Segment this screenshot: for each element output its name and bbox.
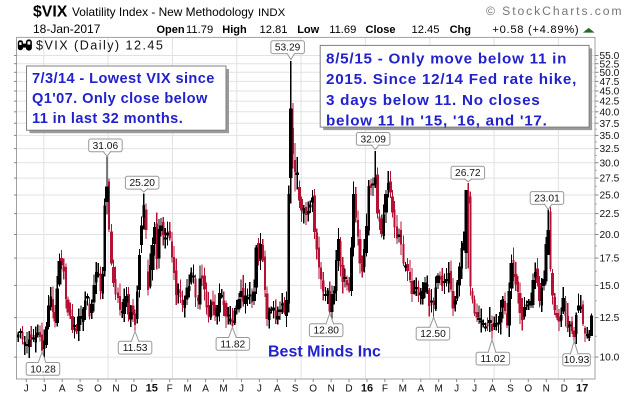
svg-text:+0.58 (+4.89%): +0.58 (+4.89%): [492, 24, 579, 36]
svg-text:35.0: 35.0: [600, 131, 620, 142]
svg-text:J: J: [257, 384, 262, 395]
svg-text:17: 17: [576, 383, 588, 395]
svg-text:D: D: [130, 384, 137, 395]
svg-text:D: D: [561, 384, 568, 395]
svg-text:2015. Since 12/14 Fed rate hik: 2015. Since 12/14 Fed rate hike,: [326, 71, 577, 88]
svg-text:26.72: 26.72: [455, 168, 481, 179]
svg-text:7/3/14 - Lowest VIX since: 7/3/14 - Lowest VIX since: [32, 71, 215, 87]
svg-text:3 days below 11. No closes: 3 days below 11. No closes: [326, 92, 541, 109]
svg-text:12.81: 12.81: [260, 24, 288, 36]
svg-text:11.02: 11.02: [481, 354, 506, 365]
svg-text:11.69: 11.69: [329, 24, 356, 36]
svg-text:10.93: 10.93: [564, 355, 590, 366]
svg-text:A: A: [274, 384, 281, 395]
svg-text:31.06: 31.06: [93, 141, 119, 152]
svg-text:J: J: [239, 384, 244, 395]
svg-text:15.0: 15.0: [600, 281, 620, 292]
svg-text:18-Jan-2017: 18-Jan-2017: [33, 22, 101, 36]
svg-text:M: M: [219, 384, 227, 395]
svg-text:$VIX (Daily) 12.45: $VIX (Daily) 12.45: [36, 38, 164, 52]
svg-text:11 in last 32 months.: 11 in last 32 months.: [32, 111, 183, 127]
svg-text:INDX: INDX: [258, 7, 286, 19]
svg-text:J: J: [42, 384, 47, 395]
svg-text:8/5/15 - Only move below 11 in: 8/5/15 - Only move below 11 in: [326, 51, 567, 68]
svg-text:Best Minds Inc: Best Minds Inc: [268, 344, 381, 361]
svg-text:27.5: 27.5: [600, 174, 620, 185]
svg-text:12.45: 12.45: [412, 24, 440, 36]
svg-text:11.53: 11.53: [123, 343, 148, 354]
svg-text:J: J: [454, 384, 459, 395]
svg-text:A: A: [202, 384, 209, 395]
svg-text:D: D: [345, 384, 352, 395]
svg-text:M: M: [184, 384, 192, 395]
svg-text:15: 15: [146, 383, 158, 395]
svg-text:N: N: [327, 384, 334, 395]
svg-text:N: N: [543, 384, 550, 395]
svg-text:40.0: 40.0: [600, 107, 620, 118]
svg-text:12.80: 12.80: [313, 326, 339, 337]
svg-text:O: O: [524, 384, 532, 395]
svg-text:22.5: 22.5: [600, 209, 620, 220]
svg-text:High: High: [222, 24, 247, 36]
svg-text:S: S: [507, 384, 514, 395]
svg-text:A: A: [417, 384, 424, 395]
svg-text:S: S: [292, 384, 299, 395]
svg-text:Volatility Index - New Methodo: Volatility Index - New Methodology: [72, 5, 254, 19]
svg-text:below 11 In '15, '16, and '17.: below 11 In '15, '16, and '17.: [326, 112, 548, 129]
svg-text:11.79: 11.79: [186, 24, 213, 36]
svg-text:32.5: 32.5: [600, 144, 620, 155]
svg-text:F: F: [167, 384, 173, 395]
svg-text:52.5: 52.5: [600, 59, 620, 70]
svg-text:$VIX: $VIX: [33, 3, 68, 20]
svg-text:12.5: 12.5: [600, 313, 620, 324]
svg-text:32.09: 32.09: [360, 134, 386, 145]
svg-text:55.0: 55.0: [600, 51, 620, 62]
svg-text:O: O: [94, 384, 102, 395]
svg-text:37.5: 37.5: [600, 119, 620, 130]
svg-text:16: 16: [361, 383, 373, 395]
svg-text:M: M: [399, 384, 407, 395]
svg-text:10.28: 10.28: [30, 364, 56, 375]
svg-text:47.5: 47.5: [600, 77, 620, 88]
svg-text:25.0: 25.0: [600, 191, 620, 202]
svg-text:45.0: 45.0: [600, 87, 620, 98]
svg-text:10.0: 10.0: [600, 353, 620, 364]
svg-text:30.0: 30.0: [600, 158, 620, 169]
svg-text:N: N: [112, 384, 119, 395]
svg-text:A: A: [489, 384, 496, 395]
svg-text:23.01: 23.01: [534, 193, 560, 204]
svg-text:Open: Open: [157, 24, 185, 36]
svg-text:Q1'07. Only close below: Q1'07. Only close below: [32, 91, 208, 107]
svg-text:J: J: [24, 384, 29, 395]
svg-text:M: M: [435, 384, 443, 395]
svg-text:12.50: 12.50: [420, 329, 446, 340]
svg-text:S: S: [77, 384, 84, 395]
svg-text:50.0: 50.0: [600, 68, 620, 79]
svg-text:53.29: 53.29: [275, 43, 301, 54]
svg-text:42.5: 42.5: [600, 97, 620, 108]
svg-text:© StockCharts.com: © StockCharts.com: [486, 4, 623, 18]
svg-text:F: F: [382, 384, 388, 395]
svg-text:25.20: 25.20: [129, 178, 155, 189]
svg-text:11.82: 11.82: [220, 339, 245, 350]
svg-text:Chg: Chg: [450, 24, 471, 36]
svg-text:Close: Close: [366, 24, 396, 36]
svg-text:20.0: 20.0: [600, 230, 620, 241]
svg-text:Low: Low: [297, 24, 319, 36]
svg-text:O: O: [309, 384, 317, 395]
svg-text:A: A: [59, 384, 66, 395]
svg-text:17.5: 17.5: [600, 254, 620, 265]
svg-text:J: J: [472, 384, 477, 395]
